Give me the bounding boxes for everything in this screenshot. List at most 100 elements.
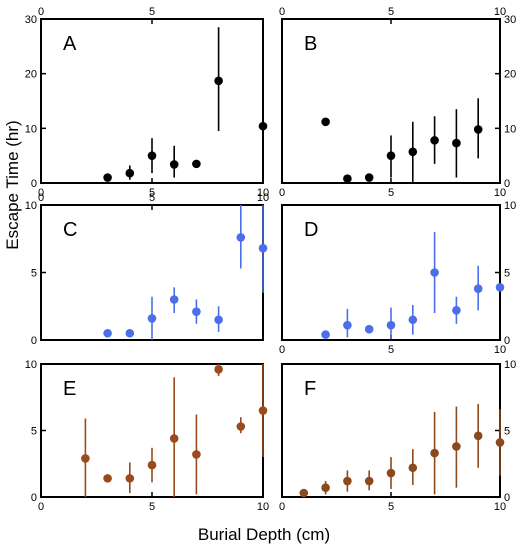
panel-a-point-1: [125, 168, 135, 178]
panel-a: 0 5 10 0 5 0 10 20 30 A: [25, 6, 269, 199]
panel-a-point-5: [214, 76, 223, 86]
panel-d-point-1: [343, 320, 352, 330]
panel-c-top-xtick-label-0: 0: [38, 192, 44, 204]
panel-e-point-6: [214, 365, 223, 374]
panel-c-point-3: [169, 295, 179, 304]
panel-b-point-1: [343, 174, 352, 183]
panel-b-top-xtick-label-0: 0: [279, 6, 285, 18]
panel-c-ytick-label-0: 0: [31, 335, 37, 347]
panel-a-xtick-label-1: 5: [149, 187, 155, 199]
panel-f-point-0: [299, 488, 309, 498]
panel-c-top-xtick-label-2: 10: [257, 192, 269, 204]
panel-e-point-2: [125, 474, 135, 483]
panel-c-point-5: [214, 315, 223, 325]
panel-a-point-4: [192, 159, 201, 169]
panel-b-right-ytick-label-1: 10: [504, 123, 516, 135]
panel-c-point-7: [258, 243, 268, 253]
panel-d-point-2: [364, 324, 374, 334]
panel-b-point-6: [452, 138, 461, 148]
panel-e: 0 5 10 0 5 10 E: [25, 359, 269, 513]
panel-f-point-8: [473, 431, 483, 441]
panel-a-point-3: [169, 160, 179, 169]
panel-b-xtick-label-1: 5: [388, 187, 394, 199]
x-axis-label: Burial Depth (cm): [198, 525, 330, 544]
panel-f-right-ytick-label-2: 10: [504, 359, 516, 371]
panel-e-point-4: [169, 434, 179, 443]
panel-c-ytick-label-1: 5: [31, 268, 37, 280]
panel-c-point-0: [103, 328, 112, 338]
panel-f-point-6: [430, 448, 439, 458]
panel-b-point-2: [364, 173, 374, 182]
panel-d-right-ytick-label-1: 5: [504, 268, 510, 280]
panel-b-point-3: [386, 151, 396, 160]
panel-e-point-5: [192, 450, 201, 459]
panel-a-label: A: [63, 33, 77, 55]
panel-b-point-5: [430, 136, 439, 145]
panel-a-point-2: [147, 151, 157, 160]
panel-e-xtick-label-2: 10: [257, 501, 269, 513]
panel-b-point-7: [473, 125, 483, 134]
panel-a-xtick-label-2: 10: [257, 187, 269, 199]
panel-b-right-ytick-label-3: 30: [504, 14, 516, 26]
panel-f-point-1: [321, 483, 330, 492]
panel-e-ytick-label-1: 5: [31, 426, 37, 438]
panel-a-ytick-label-3: 30: [25, 14, 37, 26]
panel-d-right-ytick-label-0: 0: [504, 335, 510, 347]
panel-b-top-xtick-label-2: 10: [494, 6, 506, 18]
panel-a-point-6: [258, 121, 268, 131]
panel-c-point-1: [125, 328, 135, 338]
panel-d-point-3: [386, 320, 396, 330]
panel-d-xtick-label-0: 0: [279, 344, 285, 356]
panel-a-ytick-label-0: 0: [31, 178, 37, 190]
panel-a-top-xtick-label-0: 0: [38, 6, 44, 18]
panel-d-point-4: [408, 315, 418, 325]
panel-a-point-0: [103, 173, 112, 182]
y-axis-label: Escape Time (hr): [3, 120, 22, 249]
panel-e-xtick-label-1: 5: [149, 501, 155, 513]
panel-f-right-ytick-label-1: 5: [504, 426, 510, 438]
panel-f-xtick-label-1: 5: [388, 501, 394, 513]
panel-f-point-2: [343, 476, 352, 486]
panel-e-label: E: [63, 378, 76, 400]
panel-c-point-2: [147, 314, 157, 323]
panel-e-point-7: [236, 422, 246, 431]
panel-e-ytick-label-0: 0: [31, 492, 37, 504]
panel-c-point-4: [192, 307, 201, 316]
panel-e-point-3: [147, 460, 157, 470]
panel-f-right-ytick-label-0: 0: [504, 492, 510, 504]
panel-e-point-0: [81, 454, 90, 463]
panel-c-point-6: [236, 233, 246, 242]
panel-b-xtick-label-0: 0: [279, 187, 285, 199]
panel-f-label: F: [304, 378, 316, 400]
panel-e-ytick-label-2: 10: [25, 359, 37, 371]
panel-d-label: D: [304, 219, 318, 241]
panel-b-point-4: [408, 147, 418, 157]
panel-b-right-ytick-label-0: 0: [504, 178, 510, 190]
panel-d-point-6: [452, 306, 461, 315]
panel-f-point-7: [452, 442, 461, 451]
panel-a-ytick-label-2: 20: [25, 69, 37, 81]
panel-d-xtick-label-1: 5: [388, 344, 394, 356]
panel-d-xtick-label-2: 10: [494, 344, 506, 356]
panel-d-right-ytick-label-2: 10: [504, 200, 516, 212]
panel-f-xtick-label-0: 0: [279, 501, 285, 513]
panel-e-point-8: [258, 406, 268, 415]
panel-b-label: B: [304, 33, 317, 55]
panel-a-top-xtick-label-1: 5: [149, 6, 155, 18]
panel-d-point-0: [321, 330, 330, 339]
panel-f-point-4: [386, 468, 396, 478]
panel-d-point-8: [495, 283, 505, 292]
panel-c-ytick-label-2: 10: [25, 200, 37, 212]
panel-b-right-ytick-label-2: 20: [504, 69, 516, 81]
panel-f-point-5: [408, 463, 418, 473]
panel-a-ytick-label-1: 10: [25, 123, 37, 135]
panel-a-xtick-label-0: 0: [38, 187, 44, 199]
panel-b-point-0: [321, 117, 330, 127]
panel-c-top-xtick-label-1: 5: [149, 192, 155, 204]
